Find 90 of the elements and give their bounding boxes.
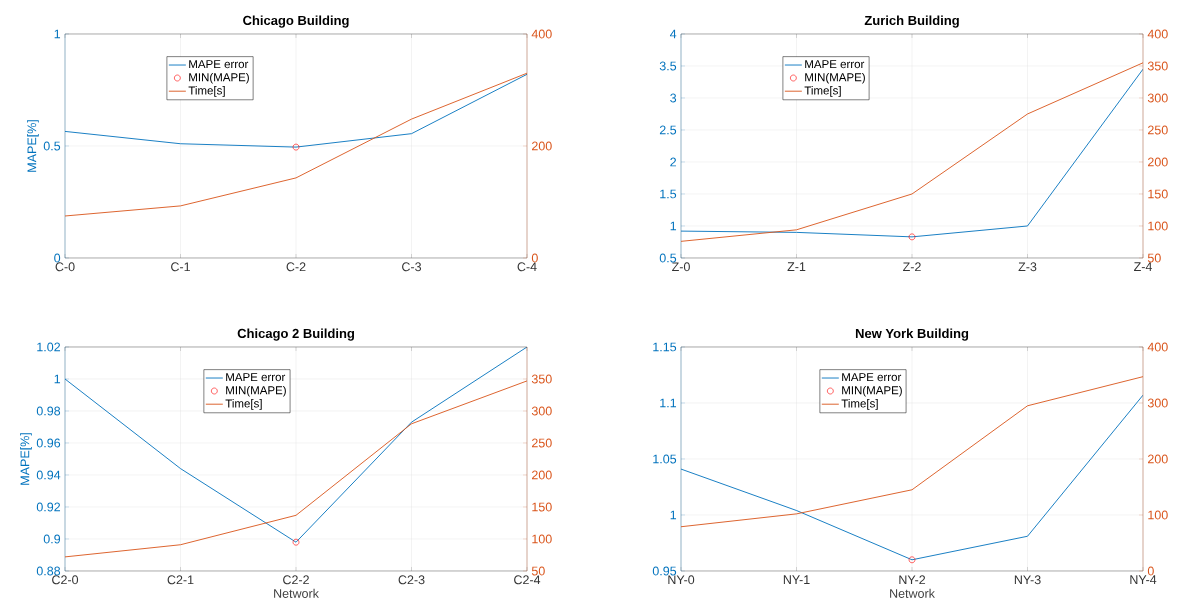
y-tick-label: 0.95	[652, 566, 677, 576]
legend-label: MAPE error	[842, 373, 902, 382]
x-tick-label: C2-1	[167, 575, 194, 585]
y2-tick-label: 300	[531, 406, 552, 416]
x-tick-label: C-0	[55, 262, 75, 272]
x-tick-label: NY-0	[668, 575, 695, 585]
y2-tick-label: 200	[532, 141, 552, 151]
y2-tick-label: 100	[532, 534, 552, 544]
x-tick-label: C-3	[402, 262, 422, 272]
y-tick-label: 3	[670, 93, 677, 103]
x-tick-label: C2-2	[283, 575, 309, 585]
y-tick-label: 2	[670, 157, 677, 167]
y-axis-title: MAPE[%]	[20, 433, 32, 485]
x-tick-label: NY-1	[783, 575, 810, 584]
y2-tick-label: 300	[1147, 398, 1168, 408]
y-tick-label: 1.05	[653, 454, 677, 464]
y2-tick-label: 200	[1148, 157, 1168, 167]
y-tick-label: 1	[54, 374, 61, 384]
x-tick-label: NY-3	[1014, 575, 1041, 585]
y-tick-label: 0.5	[659, 253, 677, 263]
legend-label: MIN(MAPE)	[842, 385, 902, 397]
x-tick-label: Z-1	[787, 262, 806, 271]
y-axis-title: MAPE[%]	[27, 120, 39, 172]
y-tick-label: 2.5	[659, 125, 677, 135]
x-tick-label: Z-2	[903, 262, 921, 272]
y-tick-label: 1.15	[653, 342, 677, 352]
y2-tick-label: 150	[532, 502, 552, 512]
chart-title: Chicago Building	[243, 15, 349, 28]
chart-title: New York Building	[855, 328, 969, 341]
y2-tick-label: 400	[1147, 29, 1168, 39]
line-series	[65, 346, 528, 543]
x-axis-title: Network	[274, 588, 319, 598]
x-tick-label: C2-3	[398, 575, 425, 585]
x-tick-label: C-4	[517, 262, 537, 272]
chart-title: Zurich Building	[864, 15, 959, 28]
y-tick-label: 0.98	[36, 406, 61, 416]
legend-label: MAPE error	[189, 60, 249, 69]
y2-tick-label: 400	[1147, 342, 1168, 352]
x-tick-label: C-1	[171, 262, 190, 272]
x-tick-label: Z-4	[1134, 262, 1153, 271]
legend-label: MAPE error	[805, 60, 865, 69]
x-tick-label: C2-4	[514, 575, 541, 585]
line-series	[65, 72, 528, 217]
legend-label: Time[s]	[804, 86, 841, 97]
y2-tick-label: 200	[1148, 454, 1168, 464]
x-tick-label: C-2	[286, 262, 306, 272]
y-tick-label: 0.5	[43, 141, 61, 151]
y2-tick-label: 350	[1147, 61, 1168, 71]
y-tick-label: 1	[670, 221, 677, 231]
x-tick-label: NY-2	[899, 575, 926, 585]
legend-label: MIN(MAPE)	[189, 72, 249, 84]
line-series	[65, 73, 528, 148]
y2-tick-label: 50	[531, 566, 545, 576]
y-tick-label: 4	[669, 29, 677, 39]
legend-label: MIN(MAPE)	[805, 72, 865, 84]
chart-title: Chicago 2 Building	[237, 328, 355, 341]
x-tick-label: NY-4	[1130, 575, 1157, 584]
y-tick-label: 0.96	[36, 438, 61, 448]
y-tick-label: 1	[670, 510, 677, 520]
x-tick-label: C2-0	[52, 575, 79, 585]
y2-tick-label: 50	[1147, 253, 1161, 263]
legend-label: Time[s]	[841, 399, 878, 410]
y-tick-label: 1.02	[37, 342, 61, 352]
x-tick-label: Z-0	[672, 262, 690, 272]
y2-tick-label: 400	[531, 29, 552, 39]
legend-label: Time[s]	[188, 86, 225, 97]
y2-tick-label: 250	[1148, 125, 1168, 135]
y2-tick-label: 200	[532, 470, 552, 480]
y2-tick-label: 0	[531, 253, 538, 263]
y2-tick-label: 150	[1148, 189, 1168, 199]
y-tick-label: 0.9	[43, 534, 61, 544]
y-tick-label: 0.88	[36, 566, 61, 576]
y-tick-label: 1	[54, 29, 61, 39]
y2-tick-label: 350	[531, 374, 552, 384]
x-tick-label: Z-3	[1018, 262, 1037, 272]
y-tick-label: 1.5	[660, 189, 677, 199]
y2-tick-label: 100	[1148, 221, 1168, 231]
y-tick-label: 0.92	[36, 502, 61, 512]
legend-label: MIN(MAPE)	[226, 385, 286, 397]
y2-tick-label: 0	[1147, 566, 1154, 576]
y-tick-label: 0	[54, 253, 61, 263]
y2-tick-label: 100	[1148, 510, 1168, 520]
y-tick-label: 1.1	[660, 398, 677, 408]
legend-label: Time[s]	[225, 399, 262, 410]
legend-label: MAPE error	[226, 373, 286, 382]
x-axis-title: Network	[890, 588, 935, 598]
y2-tick-label: 250	[532, 438, 552, 448]
y-tick-label: 3.5	[659, 61, 677, 71]
y2-tick-label: 300	[1147, 93, 1168, 103]
y-tick-label: 0.94	[36, 470, 61, 480]
